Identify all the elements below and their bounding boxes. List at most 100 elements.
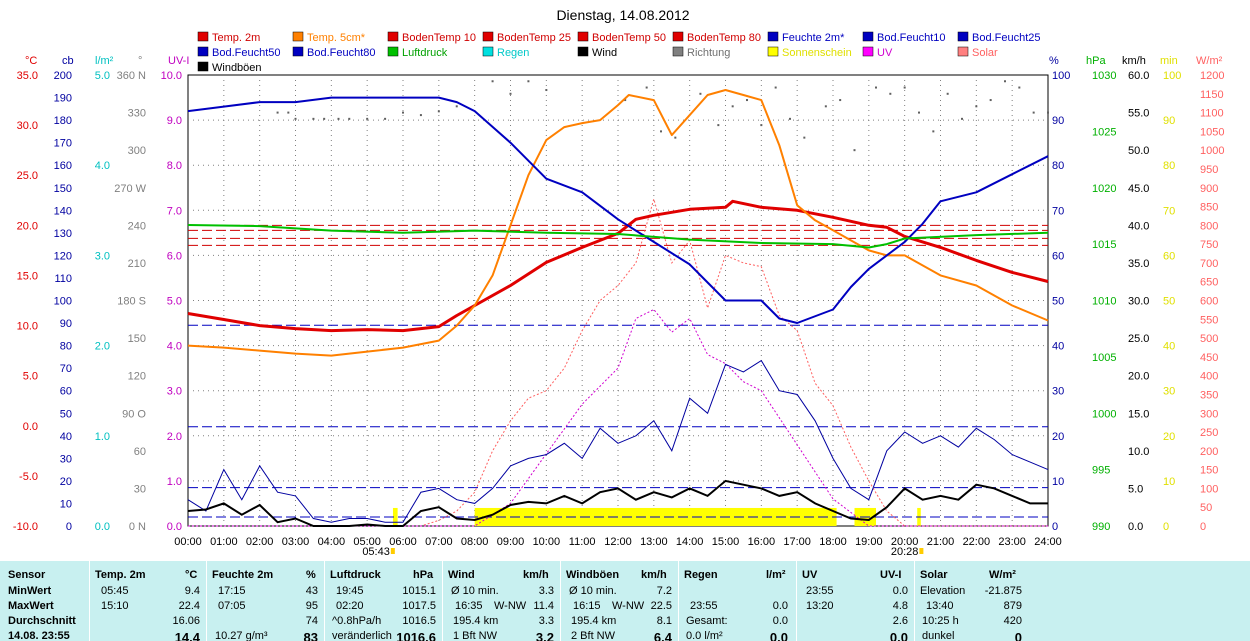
axis-tick-label-right: 50.0 xyxy=(1128,145,1149,157)
x-tick-label: 17:00 xyxy=(783,536,811,548)
x-axis: 00:00 01:00 02:00 03:00 04:00 05:00 06:00 07:00… xyxy=(174,536,1062,558)
axis-tick-label-right: 10 xyxy=(1052,476,1064,488)
stats-cur-gust-value: 6.4 xyxy=(653,630,672,641)
column-divider xyxy=(442,561,443,641)
axis-tick-label-right: 100 xyxy=(1052,70,1070,82)
axis-tick-label-left: 1.0 xyxy=(167,476,182,488)
stats-cur-rain-value: 0.0 xyxy=(769,630,788,641)
axis-tick-label-right: 600 xyxy=(1200,296,1218,308)
stats-avg-humid-value: 74 xyxy=(305,615,318,627)
stats-row-max-label: MaxWert xyxy=(8,600,54,612)
axis-tick-label-left: 3.0 xyxy=(95,250,110,262)
legend-swatch xyxy=(387,46,399,57)
x-tick-label: 23:00 xyxy=(998,536,1026,548)
axis-tick-label-left: 2.0 xyxy=(95,341,110,353)
legend-swatch xyxy=(957,31,969,42)
axes: °C 35.0 30.0 25.0 20.0 15.0 10.0 5.0 0.0 -5.0 -10.… xyxy=(13,55,1225,533)
axis-tick-label-left: -5.0 xyxy=(19,471,38,483)
stats-min-wind-value: 3.3 xyxy=(538,585,554,597)
axis-tick-label-left: 35.0 xyxy=(17,70,38,82)
stats-max-press-value: 1017.5 xyxy=(402,600,436,612)
axis-tick-label-right: 1000 xyxy=(1200,145,1224,157)
axis-tick-label-left: 5.0 xyxy=(167,296,182,308)
wind-direction-point xyxy=(989,99,992,102)
stats-min-uv-value: 0.0 xyxy=(892,585,908,597)
stats-cur-temp-value: 14.4 xyxy=(174,630,200,641)
wind-direction-point xyxy=(946,92,949,95)
stats-avg-solar-value: 420 xyxy=(1003,615,1022,627)
wind-direction-point xyxy=(961,117,963,120)
wind-direction-point xyxy=(717,124,720,127)
legend-swatch xyxy=(767,31,779,42)
axis-tick-label-right: 0 xyxy=(1052,521,1058,533)
stats-max-temp-value: 22.4 xyxy=(178,600,200,612)
legend-label: Windböen xyxy=(212,62,262,74)
axis-tick-label-right: 55.0 xyxy=(1128,108,1149,120)
axis-tick-label-left: 9.0 xyxy=(167,115,182,127)
x-tick-label: 07:00 xyxy=(425,536,453,548)
x-tick-label: 05:00 xyxy=(353,536,381,548)
legend-label: Wind xyxy=(592,47,617,59)
column-divider xyxy=(678,561,679,641)
legend-label: Bod.Feucht25 xyxy=(972,32,1041,44)
wind-direction-point xyxy=(1047,111,1049,114)
axis-tick-label-left: 10.0 xyxy=(17,321,38,333)
axis-tick-label-right: 850 xyxy=(1200,202,1218,214)
legend-label: Temp. 5cm* xyxy=(307,32,366,44)
wind-direction-point xyxy=(839,99,842,102)
axis-tick-label-left: 4.0 xyxy=(95,160,110,172)
axis-tick-label-left: 170 xyxy=(54,138,72,150)
x-tick-label: 11:00 xyxy=(569,536,596,548)
axis-tick-label-left: 0.0 xyxy=(167,521,182,533)
stats-cur-solar-value: 0 xyxy=(1014,630,1022,641)
axis-tick-label-right: 50 xyxy=(1200,502,1212,514)
x-tick-label: 15:00 xyxy=(712,536,740,548)
axis-unit-right: min xyxy=(1160,55,1178,67)
stats-header-solar-unit: W/m² xyxy=(989,569,1016,581)
stats-max-wind-time: 16:35 xyxy=(455,600,483,612)
legend-swatch xyxy=(862,31,874,42)
axis-tick-label-left: 210 xyxy=(128,258,146,270)
wind-direction-point xyxy=(803,136,806,139)
sunset-label: 20:28 xyxy=(891,546,919,558)
legend-swatch xyxy=(197,31,209,42)
x-tick-label: 16:00 xyxy=(748,536,776,548)
stats-header-press: Luftdruck xyxy=(330,569,381,581)
axis-tick-label-right: 500 xyxy=(1200,333,1218,345)
axis-tick-label-left: 160 xyxy=(54,160,72,172)
axis-tick-label-right: 250 xyxy=(1200,427,1218,439)
stats-max-gust-time: 16:15 xyxy=(573,600,601,612)
axis-tick-label-left: 25.0 xyxy=(17,170,38,182)
axis-tick-label-right: 5.0 xyxy=(1128,483,1143,495)
axis-tick-label-left: 70 xyxy=(60,363,72,375)
axis-tick-label-right: 200 xyxy=(1200,446,1218,458)
sunset-marker xyxy=(919,548,924,554)
wind-direction-point xyxy=(402,111,404,114)
wind-direction-point xyxy=(674,136,677,139)
axis-tick-label-right: 550 xyxy=(1200,314,1218,326)
stats-avg-temp-value: 16.06 xyxy=(172,615,200,627)
x-tick-label: 21:00 xyxy=(927,536,955,548)
wind-direction-point xyxy=(624,99,627,102)
stats-header-uv-unit: UV-I xyxy=(880,569,902,581)
legend-swatch xyxy=(292,46,304,57)
column-divider xyxy=(89,561,90,641)
legend-swatch xyxy=(767,46,779,57)
axis-tick-label-right: 90 xyxy=(1163,115,1175,127)
stats-cur-wind-beaufort: 1 Bft NW xyxy=(453,630,498,641)
stats-max-uv-value: 4.8 xyxy=(892,600,908,612)
stats-min-temp-value: 9.4 xyxy=(184,585,200,597)
axis-unit-left: l/m² xyxy=(95,55,114,67)
axis-unit-right: hPa xyxy=(1086,55,1106,67)
wind-direction-point xyxy=(875,86,877,89)
series-line-temp-5cm- xyxy=(187,89,1049,357)
wind-direction-point xyxy=(889,92,892,95)
column-divider xyxy=(560,561,561,641)
wind-direction-point xyxy=(660,130,662,133)
x-tick-label: 01:00 xyxy=(210,536,238,548)
chart-title: Dienstag, 14.08.2012 xyxy=(556,7,689,23)
weather-chart: Dienstag, 14.08.2012 Temp. 2m Temp. 5cm* B… xyxy=(12,7,1225,558)
gust-series-line xyxy=(187,359,1049,523)
wind-direction-point xyxy=(366,117,369,120)
wind-direction-point xyxy=(824,105,827,108)
